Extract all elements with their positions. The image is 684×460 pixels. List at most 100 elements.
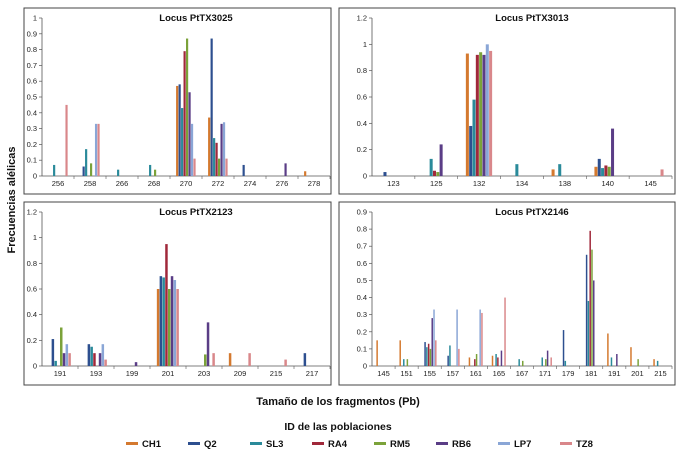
bar-CH1-138 bbox=[551, 169, 555, 176]
bar-RB6-201 bbox=[170, 276, 174, 366]
y-tick-label: 0.6 bbox=[27, 285, 37, 294]
x-tick-label: 181 bbox=[585, 369, 598, 378]
bar-TZ8-272 bbox=[225, 158, 228, 176]
bar-LP7-191 bbox=[65, 344, 69, 366]
bar-SL3-191 bbox=[610, 357, 613, 366]
legend-label-RM5: RM5 bbox=[390, 439, 411, 450]
bar-Q2-191 bbox=[51, 339, 55, 366]
bar-RB6-181 bbox=[593, 280, 595, 366]
bar-SL3-171 bbox=[541, 357, 543, 366]
y-tick-label: 1.2 bbox=[27, 208, 37, 217]
y-tick-label: 0.4 bbox=[357, 293, 367, 302]
bar-RM5-161 bbox=[475, 354, 478, 366]
x-tick-label: 270 bbox=[180, 179, 193, 188]
bar-RB6-171 bbox=[546, 350, 549, 366]
panel-title: Locus PtTX2123 bbox=[159, 207, 232, 218]
legend-swatch-SL3 bbox=[250, 442, 262, 445]
x-tick-label: 151 bbox=[400, 369, 413, 378]
bar-RA4-201 bbox=[165, 244, 168, 366]
bar-RA4-193 bbox=[93, 353, 96, 366]
bar-TZ8-171 bbox=[550, 357, 552, 366]
legend-title: ID de las poblaciones bbox=[284, 421, 392, 433]
bar-SL3-167 bbox=[518, 359, 520, 366]
x-tick-label: 272 bbox=[212, 179, 225, 188]
bar-RM5-125 bbox=[436, 172, 440, 176]
bar-SL3-191 bbox=[54, 360, 57, 366]
bar-LP7-157 bbox=[456, 309, 458, 366]
bar-TZ8-145 bbox=[660, 169, 664, 176]
bar-TZ8-157 bbox=[458, 348, 460, 366]
bar-RM5-132 bbox=[479, 52, 483, 176]
bar-CH1-209 bbox=[228, 353, 232, 366]
bar-SL3-181 bbox=[587, 300, 590, 366]
x-tick-label: 167 bbox=[516, 369, 529, 378]
x-tick-label: 125 bbox=[430, 179, 443, 188]
bar-TZ8-256 bbox=[65, 104, 68, 176]
bar-TZ8-155 bbox=[435, 340, 437, 366]
y-tick-label: 0.5 bbox=[357, 276, 367, 285]
y-tick-label: 0.9 bbox=[357, 208, 367, 217]
x-axis-title: Tamaño de los fragmentos (Pb) bbox=[256, 396, 420, 408]
legend-swatch-RA4 bbox=[312, 442, 324, 445]
bar-TZ8-191 bbox=[68, 353, 71, 366]
bar-TZ8-201 bbox=[176, 289, 179, 366]
bar-Q2-193 bbox=[87, 344, 91, 366]
x-tick-label: 157 bbox=[447, 369, 460, 378]
bar-TZ8-270 bbox=[193, 158, 196, 176]
x-tick-label: 145 bbox=[377, 369, 390, 378]
bar-Q2-155 bbox=[424, 342, 426, 366]
x-tick-label: 201 bbox=[162, 369, 175, 378]
bar-RA4-132 bbox=[475, 54, 479, 176]
y-tick-label: 0 bbox=[33, 172, 37, 181]
bar-Q2-258 bbox=[82, 166, 85, 176]
y-tick-label: 0.4 bbox=[27, 310, 37, 319]
bar-Q2-123 bbox=[383, 172, 387, 176]
bar-RM5-203 bbox=[204, 354, 207, 366]
bar-LP7-132 bbox=[485, 44, 489, 177]
bar-SL3-125 bbox=[429, 158, 433, 176]
x-tick-label: 145 bbox=[644, 179, 657, 188]
bar-SL3-151 bbox=[403, 359, 405, 366]
y-tick-label: 0.1 bbox=[357, 344, 367, 353]
bar-SL3-155 bbox=[426, 347, 428, 366]
bar-RB6-199 bbox=[134, 362, 138, 366]
bar-RA4-165 bbox=[497, 357, 499, 366]
bar-RM5-140 bbox=[607, 166, 611, 176]
bar-LP7-201 bbox=[173, 280, 177, 366]
bar-Q2-157 bbox=[447, 355, 449, 366]
bar-CH1-145 bbox=[376, 340, 378, 366]
y-tick-label: 0 bbox=[363, 172, 367, 181]
y-tick-label: 0.6 bbox=[27, 77, 37, 86]
y-tick-label: 0.4 bbox=[27, 108, 37, 117]
x-tick-label: 278 bbox=[308, 179, 321, 188]
x-tick-label: 165 bbox=[493, 369, 506, 378]
bar-CH1-215 bbox=[653, 359, 655, 366]
bar-CH1-272 bbox=[208, 117, 211, 176]
bar-RB6-272 bbox=[220, 123, 223, 176]
bar-SL3-140 bbox=[601, 168, 605, 176]
bar-Q2-201 bbox=[159, 276, 163, 366]
x-tick-label: 266 bbox=[116, 179, 129, 188]
bar-RA4-270 bbox=[183, 51, 186, 176]
bar-LP7-258 bbox=[94, 123, 98, 176]
bar-TZ8-258 bbox=[97, 123, 100, 176]
y-tick-label: 0.4 bbox=[357, 119, 367, 128]
panel-frame-4 bbox=[338, 201, 676, 386]
x-tick-label: 134 bbox=[516, 179, 529, 188]
bar-RA4-140 bbox=[604, 165, 608, 176]
x-tick-label: 199 bbox=[126, 369, 139, 378]
y-tick-label: 0.8 bbox=[27, 259, 37, 268]
x-tick-label: 258 bbox=[84, 179, 97, 188]
legend-label-SL3: SL3 bbox=[266, 439, 283, 450]
y-tick-label: 0.6 bbox=[357, 93, 367, 102]
bar-LP7-155 bbox=[433, 309, 435, 366]
y-tick-label: 1.2 bbox=[357, 14, 367, 23]
bar-SL3-268 bbox=[149, 164, 152, 176]
x-tick-label: 140 bbox=[601, 179, 614, 188]
bar-SL3-134 bbox=[515, 164, 519, 176]
bar-TZ8-161 bbox=[481, 312, 483, 366]
bar-SL3-193 bbox=[90, 346, 93, 366]
bar-SL3-179 bbox=[564, 360, 567, 366]
bar-SL3-256 bbox=[53, 164, 56, 176]
bar-LP7-272 bbox=[222, 122, 226, 176]
